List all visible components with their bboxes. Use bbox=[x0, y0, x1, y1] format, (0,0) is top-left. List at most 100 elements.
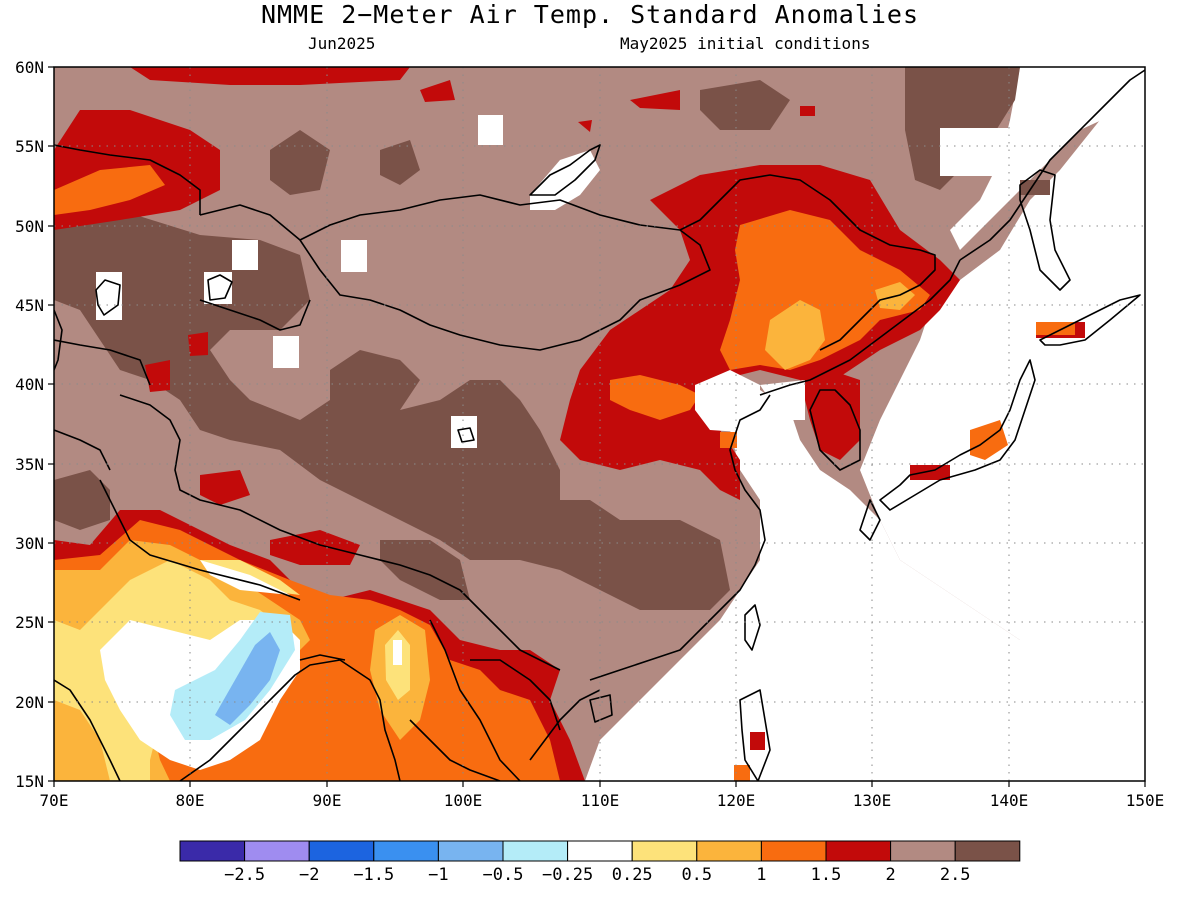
lake-balkhash bbox=[207, 274, 233, 301]
vietnam-coast bbox=[529, 689, 601, 761]
central-asia-border bbox=[54, 339, 151, 386]
anomaly-region-1-1.5 bbox=[734, 765, 750, 781]
initial-conditions: May2025 initial conditions bbox=[620, 34, 871, 53]
lon-label: 130E bbox=[853, 791, 892, 810]
lon-label: 80E bbox=[176, 791, 205, 810]
anomaly-region-1.5-2 bbox=[188, 332, 208, 356]
taiwan-island bbox=[744, 604, 761, 651]
anomaly-region-1.5-2 bbox=[630, 90, 680, 110]
colorbar-label: 2.5 bbox=[940, 865, 971, 885]
missing-data-cell bbox=[273, 336, 299, 368]
colorbar-label: 2 bbox=[885, 865, 895, 885]
china-east-coast bbox=[589, 394, 771, 681]
anomaly-region-neg1-neg0.5 bbox=[215, 632, 280, 725]
thailand-border bbox=[429, 619, 521, 781]
anomaly-region-1.5-2 bbox=[270, 530, 360, 565]
missing-data-cell bbox=[478, 115, 503, 145]
india-east-coast bbox=[179, 659, 401, 781]
korea-peninsula bbox=[809, 389, 861, 471]
anomaly-region-1-1.5 bbox=[54, 165, 165, 215]
anomaly-region-1.5-2 bbox=[910, 465, 950, 480]
anomaly-region-1.5-2 bbox=[145, 360, 170, 392]
anomaly-region-near-normal bbox=[393, 640, 402, 665]
lon-label: 140E bbox=[990, 791, 1029, 810]
colorbar-swatch bbox=[696, 840, 762, 862]
colorbar-label: −1 bbox=[428, 865, 448, 885]
afghan-border bbox=[54, 429, 111, 471]
colorbar-swatch bbox=[373, 840, 439, 862]
lon-tick-labels: 70E 80E 90E 100E 110E 120E 130E 140E 150… bbox=[40, 791, 1165, 810]
lat-label: 55N bbox=[15, 137, 44, 156]
lat-label: 25N bbox=[15, 613, 44, 632]
kazakhstan-russia-border bbox=[199, 204, 301, 241]
colorbar-swatch bbox=[760, 840, 827, 862]
sakhalin-island bbox=[1019, 169, 1071, 291]
colorbar-swatch bbox=[631, 840, 698, 862]
colorbar-label: 0.25 bbox=[612, 865, 653, 885]
china-south-border bbox=[119, 394, 561, 671]
korea-china-coast bbox=[759, 259, 961, 396]
lon-label: 90E bbox=[313, 791, 342, 810]
hokkaido-island bbox=[1039, 294, 1141, 346]
russia-pacific-coast bbox=[959, 69, 1145, 261]
missing-data-cell bbox=[232, 240, 258, 270]
lat-label: 20N bbox=[15, 693, 44, 712]
anomaly-region-1.5-2 bbox=[750, 732, 765, 750]
anomaly-region-near-normal bbox=[200, 560, 290, 595]
anomaly-region-gt-2.5 bbox=[1020, 180, 1050, 195]
lake-baikal bbox=[529, 144, 601, 196]
colorbar-label: 0.5 bbox=[681, 865, 712, 885]
lon-label: 110E bbox=[581, 791, 620, 810]
colorbar-label: −0.5 bbox=[483, 865, 524, 885]
map-title: NMME 2−Meter Air Temp. Standard Anomalie… bbox=[260, 0, 920, 29]
russia-kazakhstan-border bbox=[54, 144, 201, 215]
anomaly-region-1.5-2 bbox=[420, 80, 455, 102]
lat-label: 40N bbox=[15, 375, 44, 394]
mongolia-border bbox=[299, 194, 711, 351]
lon-label: 100E bbox=[444, 791, 483, 810]
axis-ticks bbox=[48, 66, 1146, 787]
colorbar-swatch bbox=[890, 840, 956, 862]
honshu-island bbox=[879, 359, 1036, 511]
laos-border bbox=[470, 659, 561, 731]
missing-data-cell bbox=[940, 128, 1020, 176]
lat-label: 30N bbox=[15, 534, 44, 553]
colorbar-legend: −2.5 −2 −1.5 −1 −0.5 −0.25 0.25 0.5 1 1.5 2 2.5 bbox=[179, 840, 1021, 885]
anomaly-region-1.5-2 bbox=[200, 470, 250, 505]
missing-data-cell bbox=[451, 416, 477, 448]
missing-data-cell bbox=[341, 240, 367, 272]
lat-label: 50N bbox=[15, 217, 44, 236]
anomaly-region-1-1.5 bbox=[970, 420, 1008, 460]
himalaya-border bbox=[99, 479, 301, 601]
anomaly-region-gt-2.5 bbox=[700, 80, 790, 130]
india-west-coast bbox=[54, 679, 121, 781]
ocean-area bbox=[860, 70, 1145, 640]
anomaly-region-1.5-2 bbox=[130, 67, 410, 85]
lat-label: 35N bbox=[15, 455, 44, 474]
ocean-area bbox=[585, 370, 1145, 781]
lon-label: 70E bbox=[40, 791, 69, 810]
luzon-island bbox=[739, 689, 771, 781]
lat-label: 45N bbox=[15, 296, 44, 315]
anomaly-region-gt-2.5 bbox=[54, 470, 110, 530]
colorbar-label: 1 bbox=[756, 865, 766, 885]
aral-sea bbox=[95, 279, 121, 316]
colorbar-swatch bbox=[244, 840, 310, 862]
anomaly-region-1.5-2 bbox=[800, 106, 815, 116]
colorbar-swatch bbox=[308, 840, 375, 862]
colorbar-label: 1.5 bbox=[811, 865, 842, 885]
lon-label: 150E bbox=[1126, 791, 1165, 810]
colorbar-swatch bbox=[567, 840, 633, 862]
coastlines-borders bbox=[54, 69, 1145, 781]
colorbar-swatch bbox=[825, 840, 892, 862]
colorbar-swatch bbox=[954, 840, 1021, 862]
colorbar-swatch bbox=[179, 840, 246, 862]
caspian-coast bbox=[54, 309, 63, 371]
lon-label: 120E bbox=[717, 791, 756, 810]
myanmar-coast bbox=[409, 719, 501, 781]
anomaly-region-gt-2.5 bbox=[270, 130, 330, 195]
forecast-month: Jun2025 bbox=[308, 34, 376, 53]
colorbar-label: −2.5 bbox=[224, 865, 265, 885]
china-kazakhstan-border bbox=[199, 299, 311, 331]
